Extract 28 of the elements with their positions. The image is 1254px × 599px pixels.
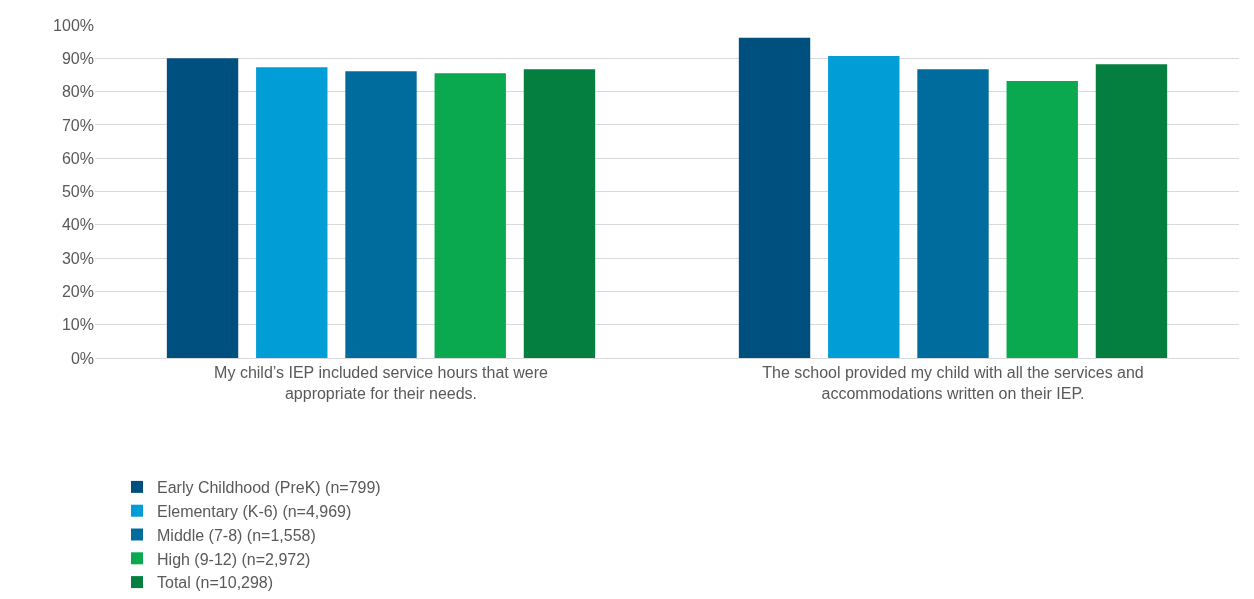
bar [345, 71, 417, 358]
legend-label: Total (n=10,298) [157, 574, 274, 592]
y-tick-label: 40% [61, 216, 94, 234]
y-tick-label: 30% [61, 249, 94, 267]
bar [166, 58, 239, 358]
bar [738, 37, 811, 358]
y-tick-label: 90% [61, 49, 94, 67]
bar [917, 69, 989, 358]
y-tick-label: 100% [53, 16, 94, 34]
y-tick-label: 50% [61, 183, 94, 201]
bar [1006, 80, 1078, 358]
bar [1095, 64, 1168, 358]
legend-label: Early Childhood (PreK) (n=799) [157, 479, 381, 497]
bar [523, 69, 596, 358]
y-tick-label: 20% [61, 283, 94, 300]
bar [434, 73, 506, 358]
y-tick-label: 60% [61, 149, 94, 167]
legend-label: Elementary (K-6) (n=4,969) [157, 502, 352, 520]
y-tick-label: 70% [61, 116, 94, 134]
bar [256, 67, 328, 358]
legend-label: Middle (7-8) (n=1,558) [157, 526, 316, 544]
bar [828, 55, 900, 358]
y-tick-label: 0% [70, 349, 94, 367]
x-tick-label: The school provided my child with all the services and accommodations written on their IEP. [762, 364, 1144, 402]
y-tick-label: 10% [61, 316, 94, 334]
legend-label: High (9-12) (n=2,972) [157, 550, 311, 568]
y-tick-label: 80% [61, 83, 94, 101]
x-tick-label: My child’s IEP included service hours that were appropriate for their needs. [214, 364, 548, 402]
